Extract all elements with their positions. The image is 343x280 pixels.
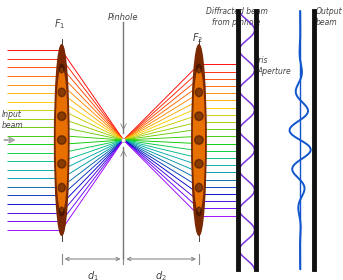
Ellipse shape (58, 88, 65, 97)
Ellipse shape (57, 136, 66, 144)
Ellipse shape (196, 88, 202, 97)
Text: Pinhole: Pinhole (108, 13, 139, 22)
Ellipse shape (197, 107, 201, 173)
Text: $F_1$: $F_1$ (55, 17, 66, 31)
Ellipse shape (193, 69, 204, 211)
Text: Iris
Aperture: Iris Aperture (257, 56, 291, 76)
Text: Diffracted beam
from pinhole: Diffracted beam from pinhole (206, 7, 268, 27)
Ellipse shape (197, 64, 201, 73)
Ellipse shape (192, 45, 206, 235)
Text: Input
beam: Input beam (2, 110, 23, 130)
Text: $d_1$: $d_1$ (87, 269, 98, 280)
Ellipse shape (58, 183, 65, 192)
Ellipse shape (58, 88, 66, 192)
Ellipse shape (59, 107, 64, 173)
Text: $F_2$: $F_2$ (192, 31, 203, 45)
Ellipse shape (56, 69, 67, 211)
Ellipse shape (195, 112, 203, 120)
Ellipse shape (58, 112, 66, 120)
Ellipse shape (59, 207, 64, 216)
Ellipse shape (197, 207, 201, 216)
Ellipse shape (196, 183, 202, 192)
Ellipse shape (195, 88, 203, 192)
Ellipse shape (195, 160, 203, 168)
Ellipse shape (59, 64, 64, 73)
Ellipse shape (55, 45, 69, 235)
Text: $d_2$: $d_2$ (155, 269, 167, 280)
Ellipse shape (194, 136, 203, 144)
Text: Output
beam: Output beam (316, 7, 342, 27)
Ellipse shape (58, 160, 66, 168)
